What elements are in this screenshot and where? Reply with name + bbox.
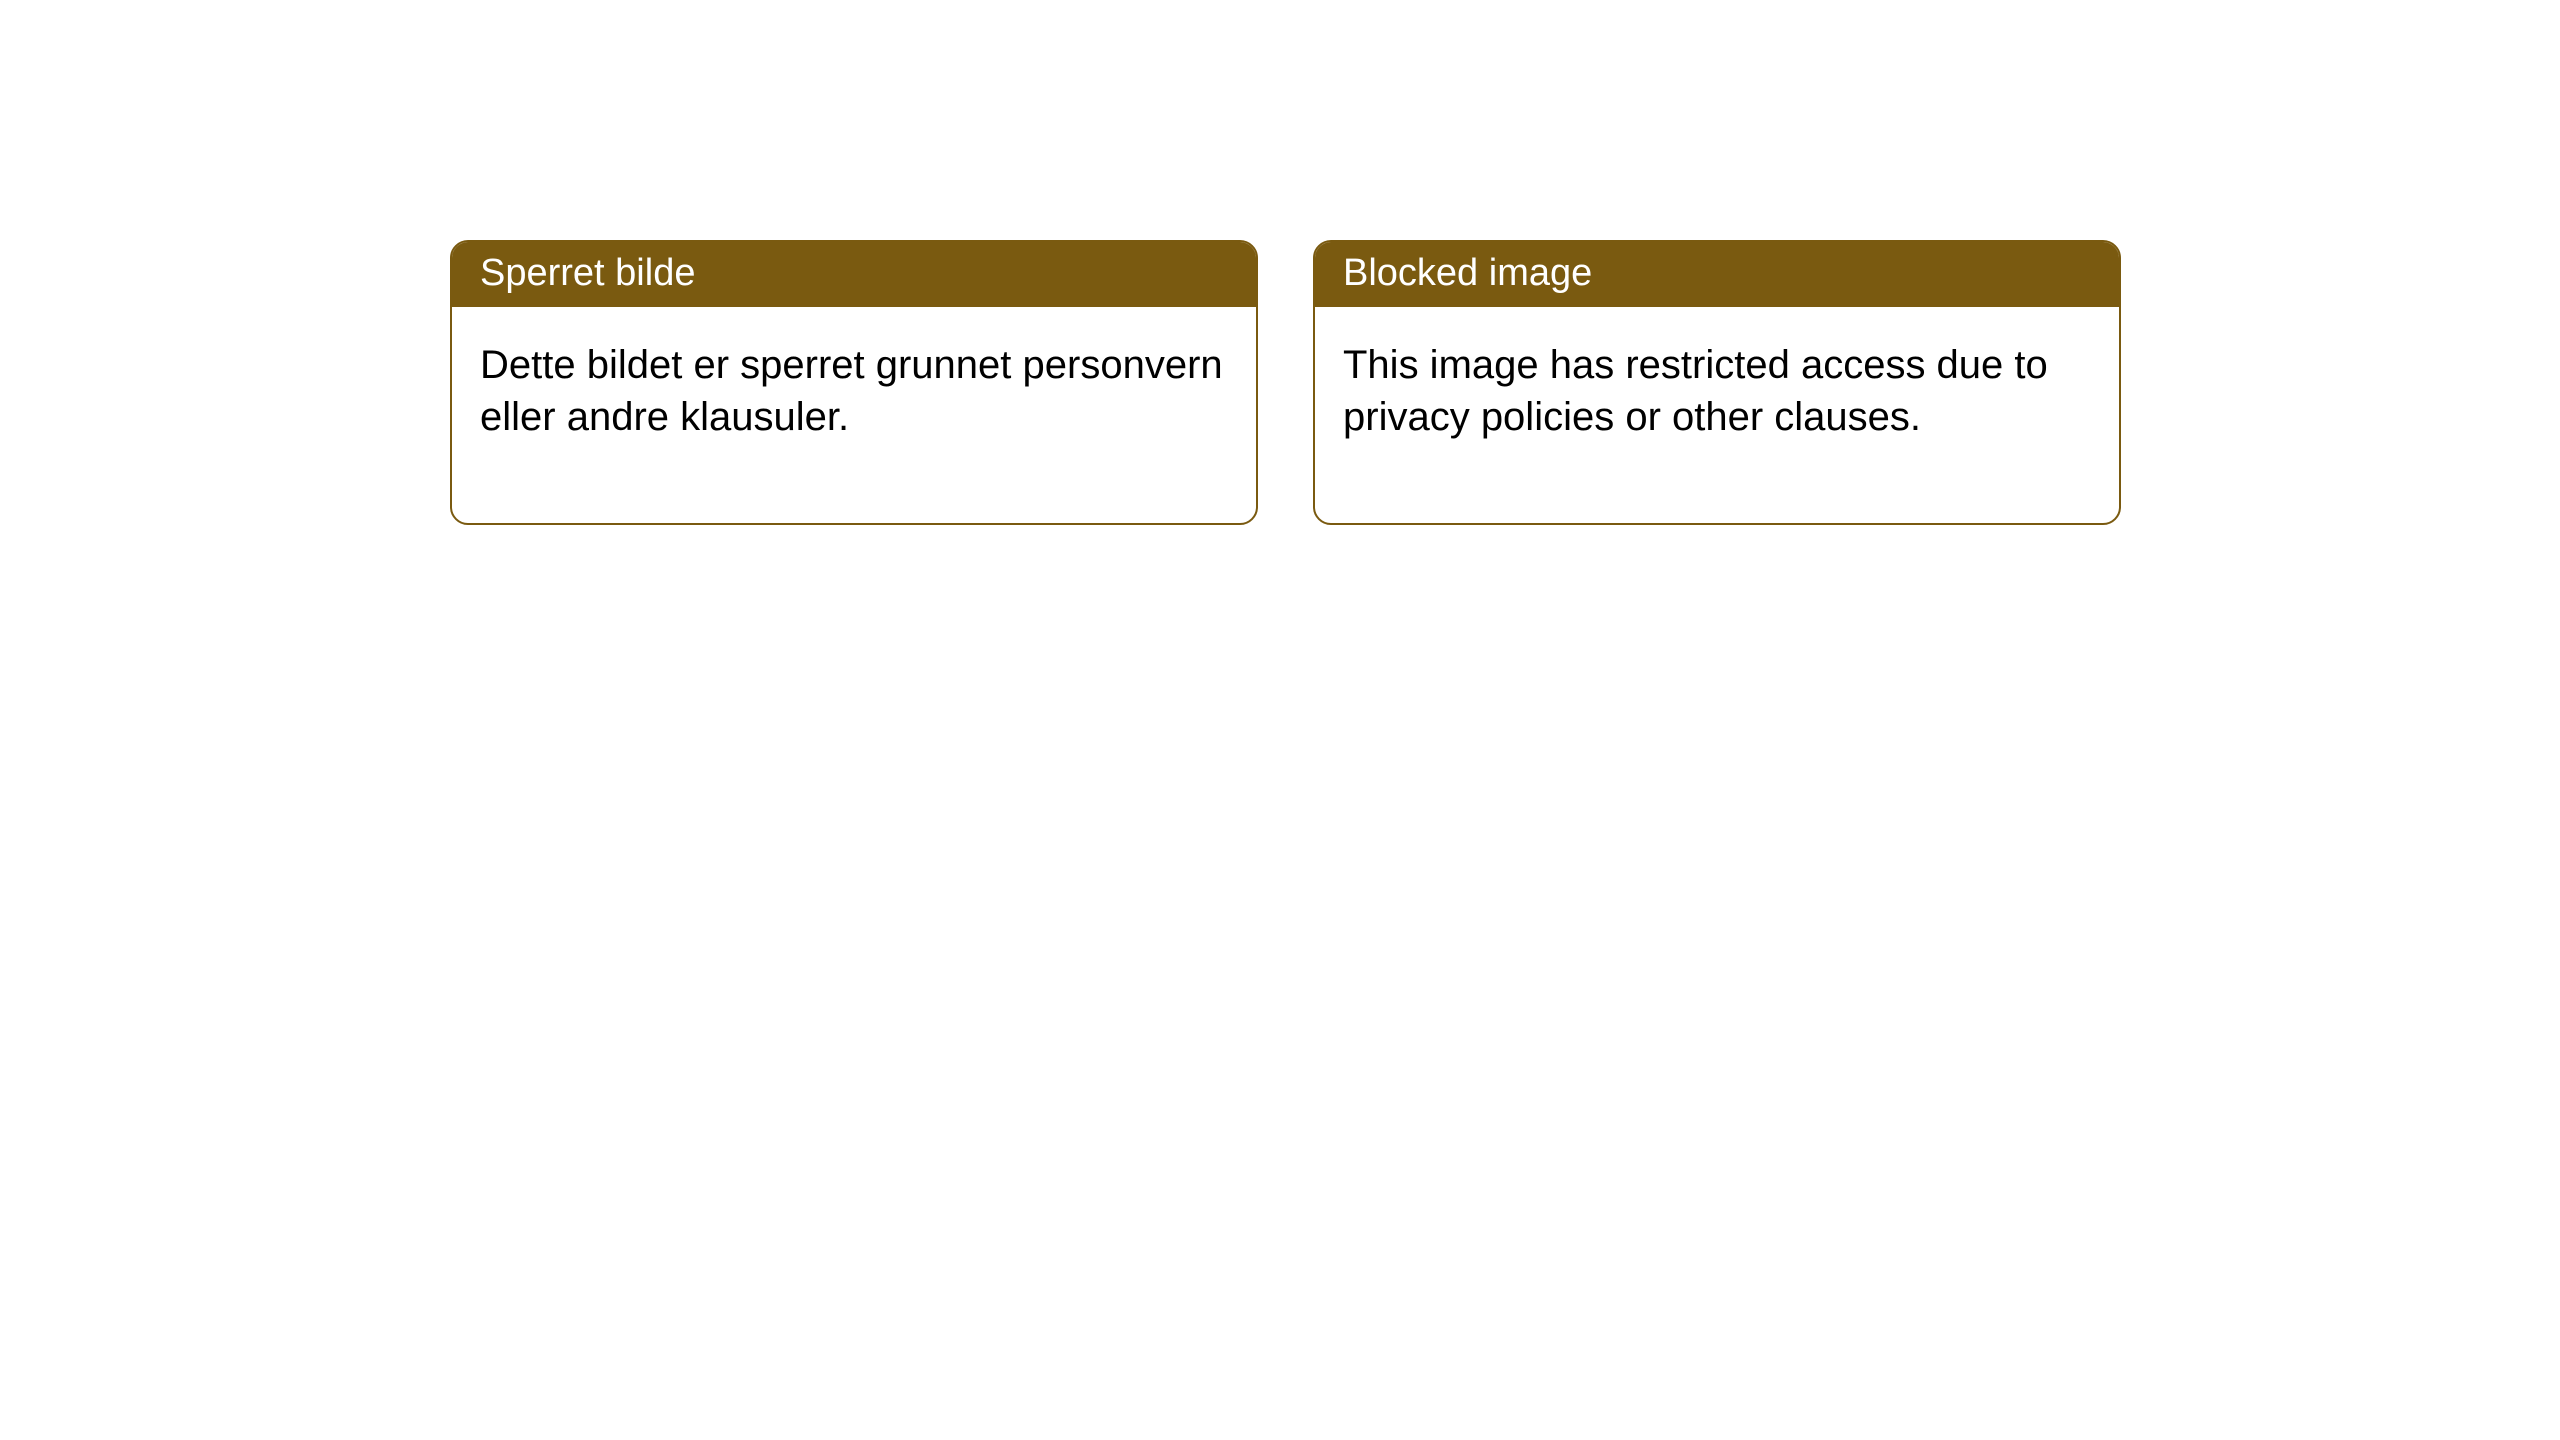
notice-container: Sperret bilde Dette bildet er sperret gr… — [450, 240, 2121, 525]
notice-card-en: Blocked image This image has restricted … — [1313, 240, 2121, 525]
notice-body-en: This image has restricted access due to … — [1315, 307, 2119, 523]
notice-card-no: Sperret bilde Dette bildet er sperret gr… — [450, 240, 1258, 525]
notice-body-no: Dette bildet er sperret grunnet personve… — [452, 307, 1256, 523]
notice-title-en: Blocked image — [1315, 242, 2119, 307]
notice-title-no: Sperret bilde — [452, 242, 1256, 307]
